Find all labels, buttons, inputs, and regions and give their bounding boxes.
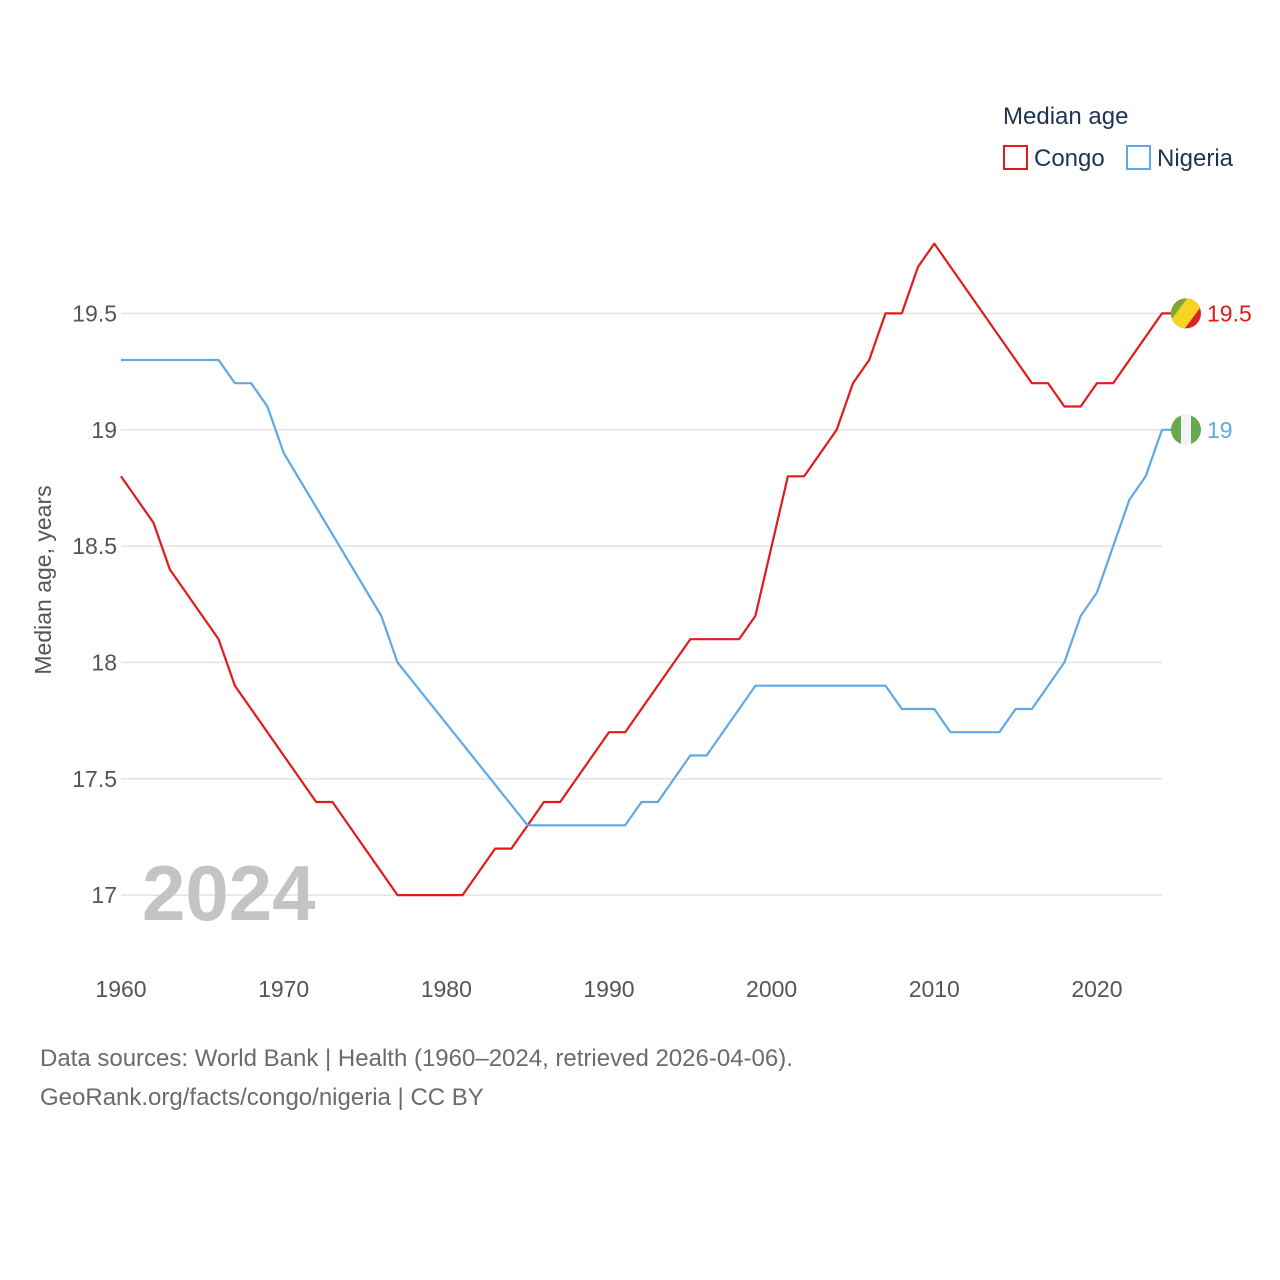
end-label-nigeria: 19 xyxy=(1207,417,1233,443)
y-tick-label: 19.5 xyxy=(72,300,117,326)
y-axis-title: Median age, years xyxy=(30,485,56,674)
footer-attribution[interactable]: GeoRank.org/facts/congo/nigeria | CC BY xyxy=(40,1084,484,1111)
nigeria-flag-icon xyxy=(1171,414,1201,445)
congo-flag-icon xyxy=(1171,298,1201,329)
end-markers: 19.5 19 xyxy=(1171,298,1252,445)
x-tick-label: 2020 xyxy=(1071,976,1122,1002)
legend: Median age Congo Nigeria xyxy=(1003,103,1234,172)
legend-swatch-congo xyxy=(1003,145,1028,170)
legend-item-nigeria[interactable]: Nigeria xyxy=(1126,145,1234,172)
x-tick-label: 1970 xyxy=(258,976,309,1002)
series-line-congo[interactable] xyxy=(120,242,1174,897)
y-tick-label: 17 xyxy=(91,882,117,908)
series-line-nigeria[interactable] xyxy=(121,358,1174,827)
legend-item-congo[interactable]: Congo xyxy=(1003,145,1105,172)
x-tick-label: 1990 xyxy=(583,976,634,1002)
x-tick-label: 1980 xyxy=(421,976,472,1002)
legend-label-congo: Congo xyxy=(1034,145,1105,172)
x-axis-ticks: 1960 1970 1980 1990 2000 2010 2020 xyxy=(95,976,1122,1002)
y-tick-label: 17.5 xyxy=(72,766,117,792)
legend-title: Median age xyxy=(1003,103,1128,130)
y-tick-label: 19 xyxy=(91,417,117,443)
legend-swatch-nigeria xyxy=(1126,145,1151,170)
y-tick-label: 18.5 xyxy=(72,533,117,559)
x-tick-label: 1960 xyxy=(95,976,146,1002)
end-label-congo: 19.5 xyxy=(1207,300,1252,326)
footer-sources: Data sources: World Bank | Health (1960–… xyxy=(40,1045,793,1072)
y-axis-ticks: 17 17.5 18 18.5 19 19.5 xyxy=(72,300,117,908)
x-tick-label: 2000 xyxy=(746,976,797,1002)
y-tick-label: 18 xyxy=(91,649,117,675)
year-watermark: 2024 xyxy=(142,849,316,937)
x-tick-label: 2010 xyxy=(909,976,960,1002)
legend-label-nigeria: Nigeria xyxy=(1157,145,1234,172)
series-lines xyxy=(120,242,1174,897)
gridlines xyxy=(121,312,1162,896)
